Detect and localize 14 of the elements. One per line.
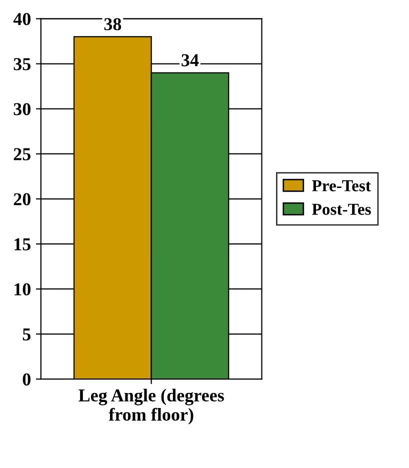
- y-tick-label: 10: [14, 283, 30, 296]
- data-label: 34: [182, 54, 199, 66]
- y-tick-label: 20: [14, 193, 30, 206]
- y-tick-label: 25: [14, 148, 31, 160]
- y-tick-label: 0: [22, 373, 30, 386]
- y-tick-label: 5: [22, 328, 31, 340]
- y-tick-label: 40: [13, 12, 30, 26]
- legend-label: Post-Tes: [312, 204, 371, 215]
- x-tick-label: Leg Angle (degrees from floor): [78, 388, 224, 424]
- legend-label: Pre-Test: [312, 180, 371, 192]
- y-tick-label: 30: [14, 103, 30, 116]
- data-label: 38: [104, 18, 122, 30]
- y-tick-label: 15: [14, 238, 31, 250]
- y-tick-label: 35: [14, 58, 31, 70]
